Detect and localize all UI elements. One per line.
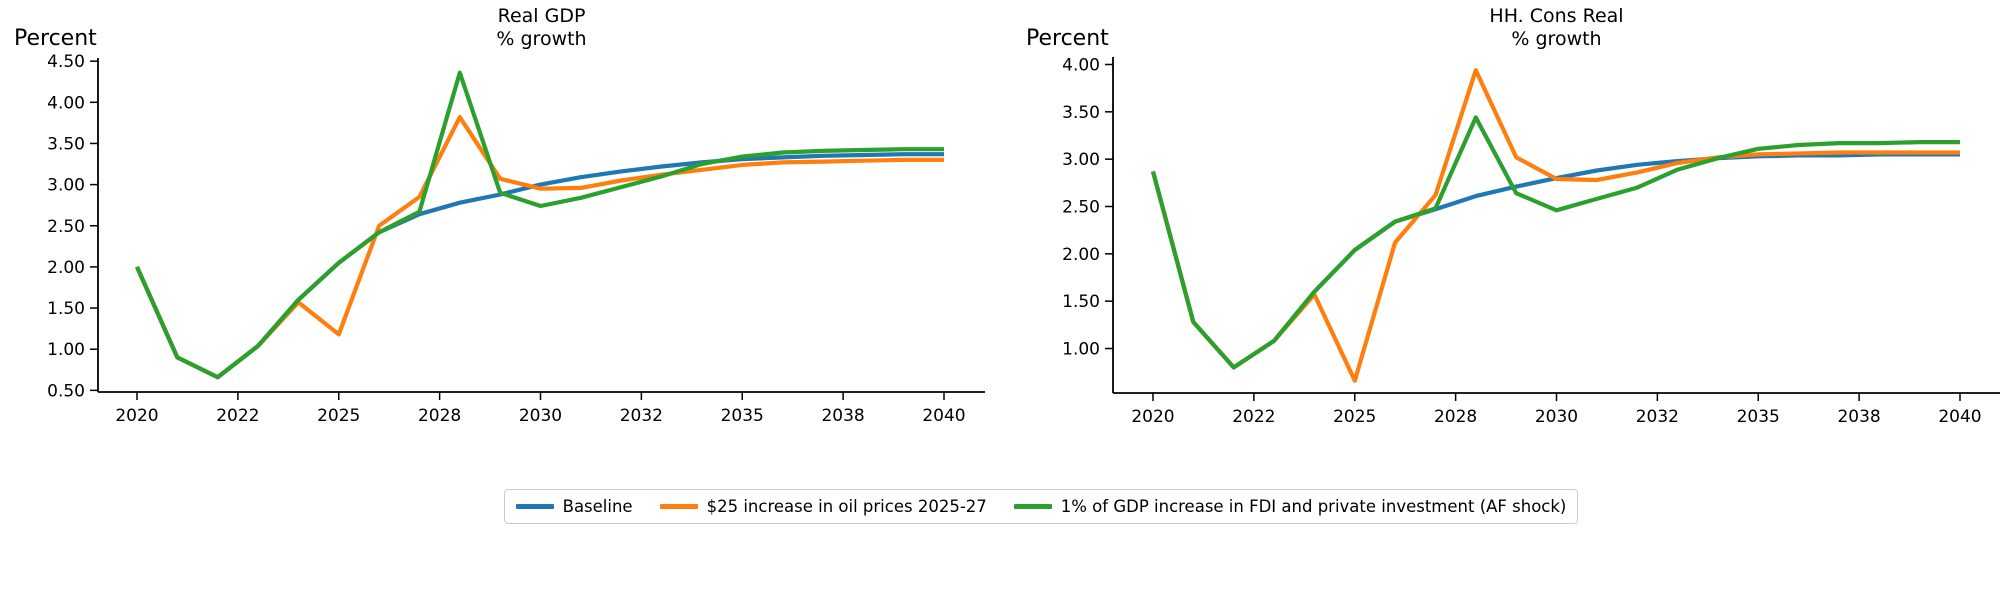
left-y-tick-label: 2.50 bbox=[47, 217, 85, 237]
left-y-tick-label: 3.00 bbox=[47, 176, 85, 196]
left-x-tick-label: 2028 bbox=[418, 406, 461, 426]
legend-item-label: $25 increase in oil prices 2025-27 bbox=[706, 497, 987, 516]
left-x-tick-label: 2032 bbox=[620, 406, 663, 426]
left-x-tick-label: 2040 bbox=[922, 406, 965, 426]
right-x-tick-label: 2025 bbox=[1333, 407, 1376, 427]
left-y-tick-label: 2.00 bbox=[47, 258, 85, 278]
right-chart-title: HH. Cons Real % growth bbox=[1489, 5, 1624, 50]
right-y-tick-label: 1.00 bbox=[1062, 340, 1100, 360]
right-y-tick-label: 3.00 bbox=[1062, 150, 1100, 170]
legend-item-label: 1% of GDP increase in FDI and private in… bbox=[1060, 497, 1567, 516]
right-y-tick-label: 1.50 bbox=[1062, 292, 1100, 312]
right-y-tick-label: 2.00 bbox=[1062, 245, 1100, 265]
legend-item-label: Baseline bbox=[562, 497, 633, 516]
right-x-tick-label: 2020 bbox=[1131, 407, 1174, 427]
left-y-tick-label: 3.50 bbox=[47, 134, 85, 154]
left-x-tick-label: 2035 bbox=[721, 406, 764, 426]
legend-item-2: 1% of GDP increase in FDI and private in… bbox=[1013, 497, 1567, 516]
left-x-tick-label: 2020 bbox=[115, 406, 158, 426]
left-chart-title: Real GDP % growth bbox=[496, 5, 587, 50]
left-y-tick-label: 1.00 bbox=[47, 340, 85, 360]
legend-line-swatch-icon bbox=[659, 504, 698, 509]
left-chart-ylabel: Percent bbox=[14, 26, 97, 51]
left-y-tick-label: 1.50 bbox=[47, 299, 85, 319]
charts-plot-area: 0.50 1.00 1.50 2.00 2.50 3.00 3.50 4.00 4.50 2020… bbox=[47, 52, 2000, 427]
left-y-tick-label: 4.00 bbox=[47, 93, 85, 113]
legend-line-swatch-icon bbox=[1013, 504, 1052, 509]
left-y-tick-label: 4.50 bbox=[47, 52, 85, 72]
legend-line-swatch-icon bbox=[515, 504, 554, 509]
left-x-tick-label: 2025 bbox=[317, 406, 360, 426]
legend-item-0: Baseline bbox=[515, 497, 633, 516]
right-y-tick-label: 4.00 bbox=[1062, 55, 1100, 75]
right-x-tick-label: 2028 bbox=[1434, 407, 1477, 427]
right-series-line-2 bbox=[1150, 115, 1960, 370]
legend-box: Baseline $25 increase in oil prices 2025-… bbox=[504, 489, 1578, 524]
right-x-tick-label: 2030 bbox=[1535, 407, 1578, 427]
right-chart-ylabel: Percent bbox=[1026, 26, 1109, 51]
right-series-line-1 bbox=[1150, 68, 1960, 383]
left-series-line-2 bbox=[135, 70, 944, 380]
legend-item-1: $25 increase in oil prices 2025-27 bbox=[659, 497, 987, 516]
right-y-tick-label: 2.50 bbox=[1062, 198, 1100, 218]
right-series-line-0 bbox=[1150, 152, 1960, 370]
left-y-tick-label: 0.50 bbox=[47, 381, 85, 401]
left-x-tick-label: 2038 bbox=[821, 406, 864, 426]
right-x-tick-label: 2032 bbox=[1636, 407, 1679, 427]
right-x-tick-label: 2022 bbox=[1232, 407, 1275, 427]
left-x-tick-label: 2030 bbox=[519, 406, 562, 426]
right-y-tick-label: 3.50 bbox=[1062, 103, 1100, 123]
right-x-tick-label: 2040 bbox=[1938, 407, 1981, 427]
right-x-tick-label: 2035 bbox=[1737, 407, 1780, 427]
left-x-tick-label: 2022 bbox=[216, 406, 259, 426]
right-x-tick-label: 2038 bbox=[1837, 407, 1880, 427]
